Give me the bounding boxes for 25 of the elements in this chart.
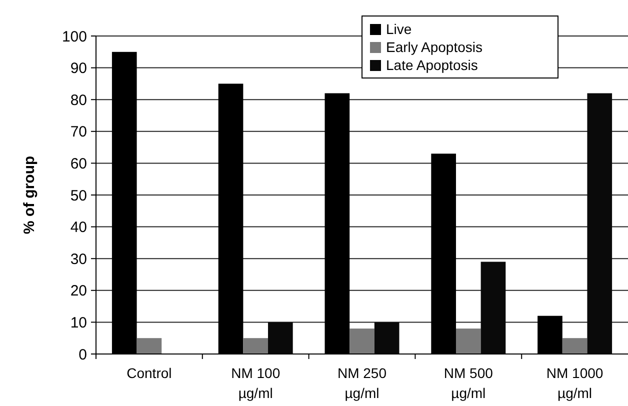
y-tick-label: 50: [70, 187, 87, 204]
bar: [350, 328, 374, 354]
y-tick-label: 0: [78, 346, 87, 364]
y-tick-label: 70: [70, 124, 87, 141]
y-tick-label: 80: [70, 92, 87, 109]
x-tick-label: NM 250 µg/ml: [337, 365, 387, 401]
y-tick-label: 10: [70, 314, 87, 332]
x-tick-label: Control: [126, 365, 172, 381]
y-tick-label: 20: [70, 282, 87, 300]
x-tick-label: NM 500 µg/ml: [444, 365, 494, 401]
legend-label: Late Apoptosis: [386, 57, 478, 73]
y-tick-label: 30: [70, 250, 87, 268]
bar: [456, 328, 481, 354]
y-tick-label: 40: [70, 219, 87, 236]
legend-label: Early Apoptosis: [386, 39, 482, 55]
y-tick-label: 100: [62, 28, 87, 46]
y-axis-title: % of group: [21, 156, 38, 234]
bar: [136, 338, 162, 354]
legend-label: Live: [386, 21, 412, 37]
bar: [562, 338, 588, 354]
y-tick-label: 60: [70, 155, 87, 172]
y-tick-label: 90: [70, 60, 87, 78]
x-tick-label: NM 100 µg/ml: [231, 365, 280, 401]
bar: [243, 338, 268, 354]
x-tick-label: NM 1000 µg/ml: [546, 365, 604, 401]
